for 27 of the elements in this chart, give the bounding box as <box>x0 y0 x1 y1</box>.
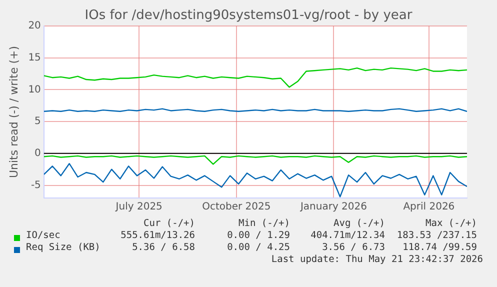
legend-label: IO/sec <box>26 230 60 241</box>
x-tick-label: January 2026 <box>299 202 368 213</box>
y-tick-label: -5 <box>30 180 41 191</box>
text: Max (-/+) <box>426 218 477 229</box>
text: 3.56 / 6.73 <box>322 242 385 253</box>
chart-title: IOs for /dev/hosting90systems01-vg/root - by year <box>84 8 412 23</box>
y-tick-label: 10 <box>28 84 41 96</box>
text: Min (-/+) <box>238 218 290 229</box>
text: Avg (-/+) <box>334 218 385 229</box>
y-axis-title: Units read (-) / write (+) <box>7 46 20 178</box>
x-tick-label: October 2025 <box>202 202 271 213</box>
y-tick-label: 5 <box>34 116 41 128</box>
text: Last update: Thu May 21 23:42:37 2026 <box>271 254 483 265</box>
text: 118.74 /99.59 <box>402 242 477 253</box>
legend-label: Req Size (KB) <box>26 242 100 253</box>
text: Cur (-/+) <box>144 218 195 229</box>
text: 183.53 /237.15 <box>396 230 477 241</box>
y-tick-label: 15 <box>28 52 41 64</box>
text: 0.00 / 1.29 <box>227 230 290 241</box>
x-tick-label: July 2025 <box>114 202 162 213</box>
y-tick-label: 0 <box>34 148 41 159</box>
text: 0.00 / 4.25 <box>227 242 290 253</box>
text: 5.36 / 6.58 <box>132 242 195 253</box>
text: 555.61m/13.26 <box>120 230 195 241</box>
text: 404.71m/12.34 <box>310 230 385 241</box>
x-tick-label: April 2026 <box>403 202 455 213</box>
y-tick-label: 20 <box>28 20 41 32</box>
